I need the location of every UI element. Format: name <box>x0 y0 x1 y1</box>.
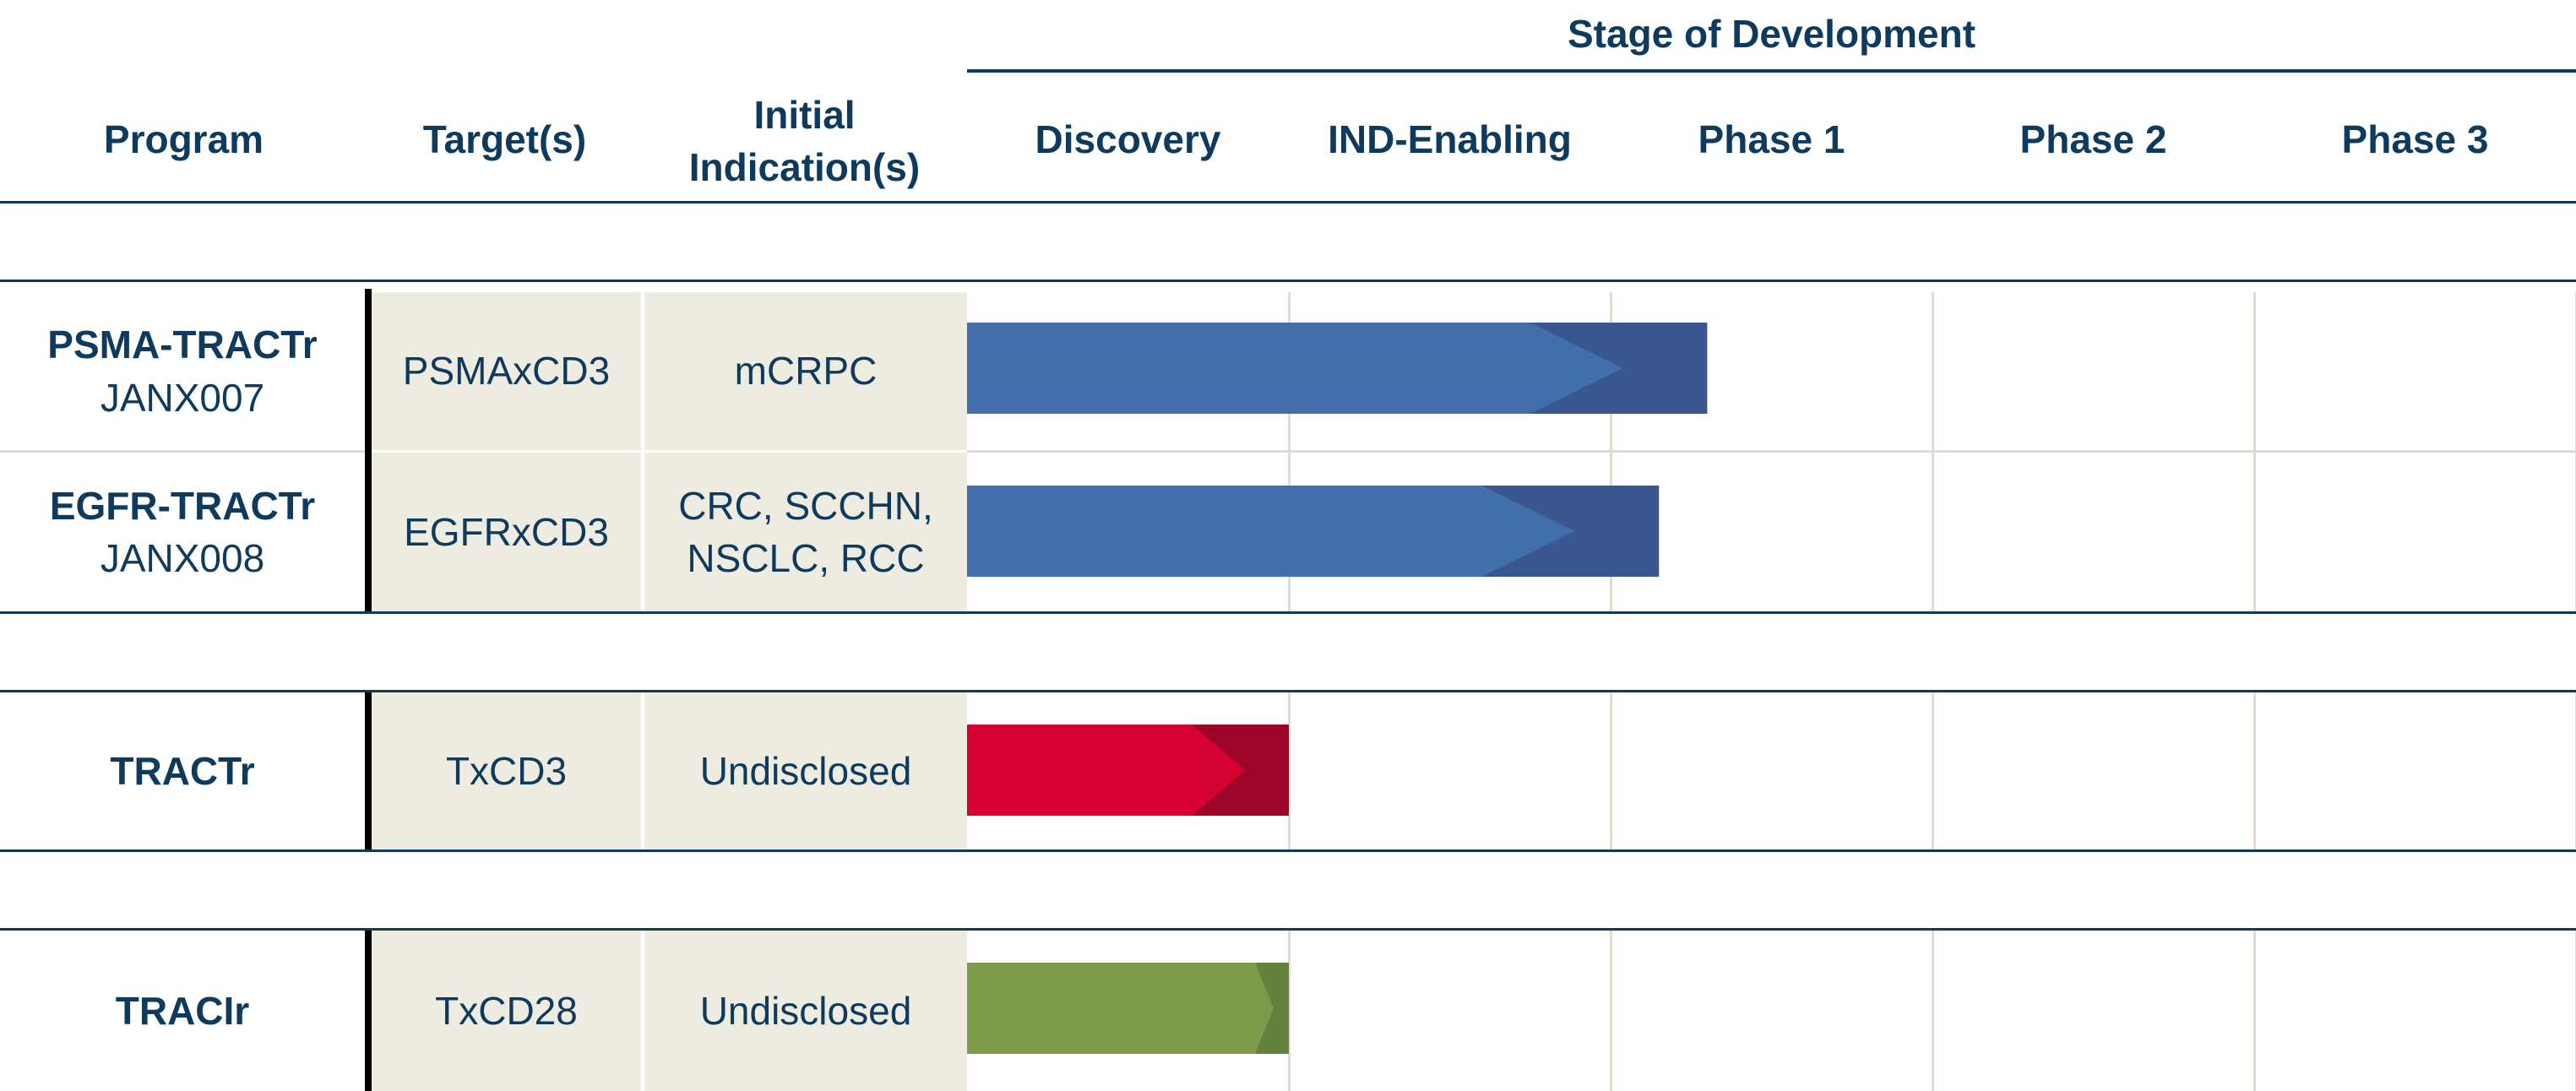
progress-bar-arrow <box>1255 963 1274 1054</box>
col-separator-3 <box>641 931 644 1091</box>
progress-bar-arrow <box>1530 323 1623 414</box>
indication-line2: NSCLC, RCC <box>687 536 925 580</box>
section-bar-unnamed-tracir: Unnamed TRACIr Programs <box>0 849 2576 931</box>
beige-area-unnamed-tractr <box>370 692 967 849</box>
stage-gridline <box>2253 931 2256 1091</box>
header-indications-line1: Initial <box>753 92 856 137</box>
stage-header-phase-3: Phase 3 <box>2341 117 2489 161</box>
indication-cell: mCRPC <box>644 292 967 450</box>
stage-group-title: Stage of Development <box>1567 11 1976 56</box>
section-bar-unnamed-tractr: Unnamed TRACTr Programs <box>0 611 2576 692</box>
stage-gridline <box>1610 692 1612 849</box>
progress-bar-tail <box>1530 323 1708 414</box>
program-code: JANX007 <box>100 375 265 420</box>
progress-bar-body <box>967 963 1289 1054</box>
targets-cell: TxCD3 <box>445 748 568 793</box>
program-cell-psma: PSMA-TRACTr JANX007 <box>0 292 365 450</box>
stage-header-phase-2: Phase 2 <box>2019 117 2167 161</box>
stage-group-underline <box>967 69 2576 73</box>
header-indications-line2: Indication(s) <box>688 145 921 189</box>
indication-line1: Undisclosed <box>699 988 912 1033</box>
progress-bar-arrow <box>1481 486 1575 577</box>
stage-gridline <box>1932 931 1934 1091</box>
stage-gridline <box>1610 931 1612 1091</box>
program-cell-tractr: TRACTr <box>0 692 365 849</box>
beige-area-tracir <box>370 931 967 1091</box>
stage-header-ind-enabling: IND-Enabling <box>1328 117 1572 161</box>
row-divider-beige <box>372 450 967 453</box>
progress-bar-tail <box>1192 725 1289 816</box>
indication-line1: Undisclosed <box>699 748 912 793</box>
program-code: JANX008 <box>100 536 265 580</box>
progress-bar-tail <box>1481 486 1660 577</box>
indication-cell: Undisclosed <box>644 692 967 849</box>
stage-gridline <box>2253 692 2256 849</box>
program-cell-tracir: TRACIr <box>0 931 365 1091</box>
program-name: EGFR-TRACTr <box>49 483 316 528</box>
section-bar-tractr: TRACTr Programs <box>0 201 2576 282</box>
program-cell-egfr: EGFR-TRACTr JANX008 <box>0 453 365 611</box>
stage-gridline <box>1288 931 1291 1091</box>
program-divider-3 <box>365 931 372 1091</box>
progress-bar-tail <box>1255 963 1289 1054</box>
program-divider-2 <box>365 692 372 849</box>
progress-bar-arrow <box>1192 725 1246 816</box>
program-name: PSMA-TRACTr <box>47 323 318 367</box>
indication-cell: CRC, SCCHN, NSCLC, RCC <box>644 453 967 611</box>
col-separator-2 <box>641 692 644 849</box>
indication-line1: mCRPC <box>734 349 878 394</box>
stage-header-phase-1: Phase 1 <box>1698 117 1845 161</box>
progress-bar-psma-tractr <box>967 323 1708 414</box>
row-divider-stages <box>967 450 2576 453</box>
header-indications: Initial Indication(s) <box>642 78 967 204</box>
progress-bar-tracir <box>967 963 1289 1054</box>
stage-header-discovery: Discovery <box>1035 117 1221 161</box>
program-divider-1 <box>365 289 372 611</box>
row-divider <box>0 450 365 453</box>
indication-cell: Undisclosed <box>644 931 967 1091</box>
targets-cell: PSMAxCD3 <box>402 349 611 394</box>
indication-line1: CRC, SCCHN, <box>678 483 933 528</box>
progress-bar-egfr-tractr <box>967 486 1660 577</box>
stage-gridline <box>1932 692 1934 849</box>
progress-bar-tractr <box>967 725 1289 816</box>
stage-gridline <box>1288 692 1291 849</box>
program-name: TRACTr <box>110 748 255 793</box>
targets-cell: TxCD28 <box>435 988 578 1033</box>
header-targets: Target(s) <box>422 117 587 161</box>
header-program: Program <box>103 117 264 161</box>
targets-cell: EGFRxCD3 <box>404 509 609 554</box>
program-name: TRACIr <box>115 988 250 1033</box>
